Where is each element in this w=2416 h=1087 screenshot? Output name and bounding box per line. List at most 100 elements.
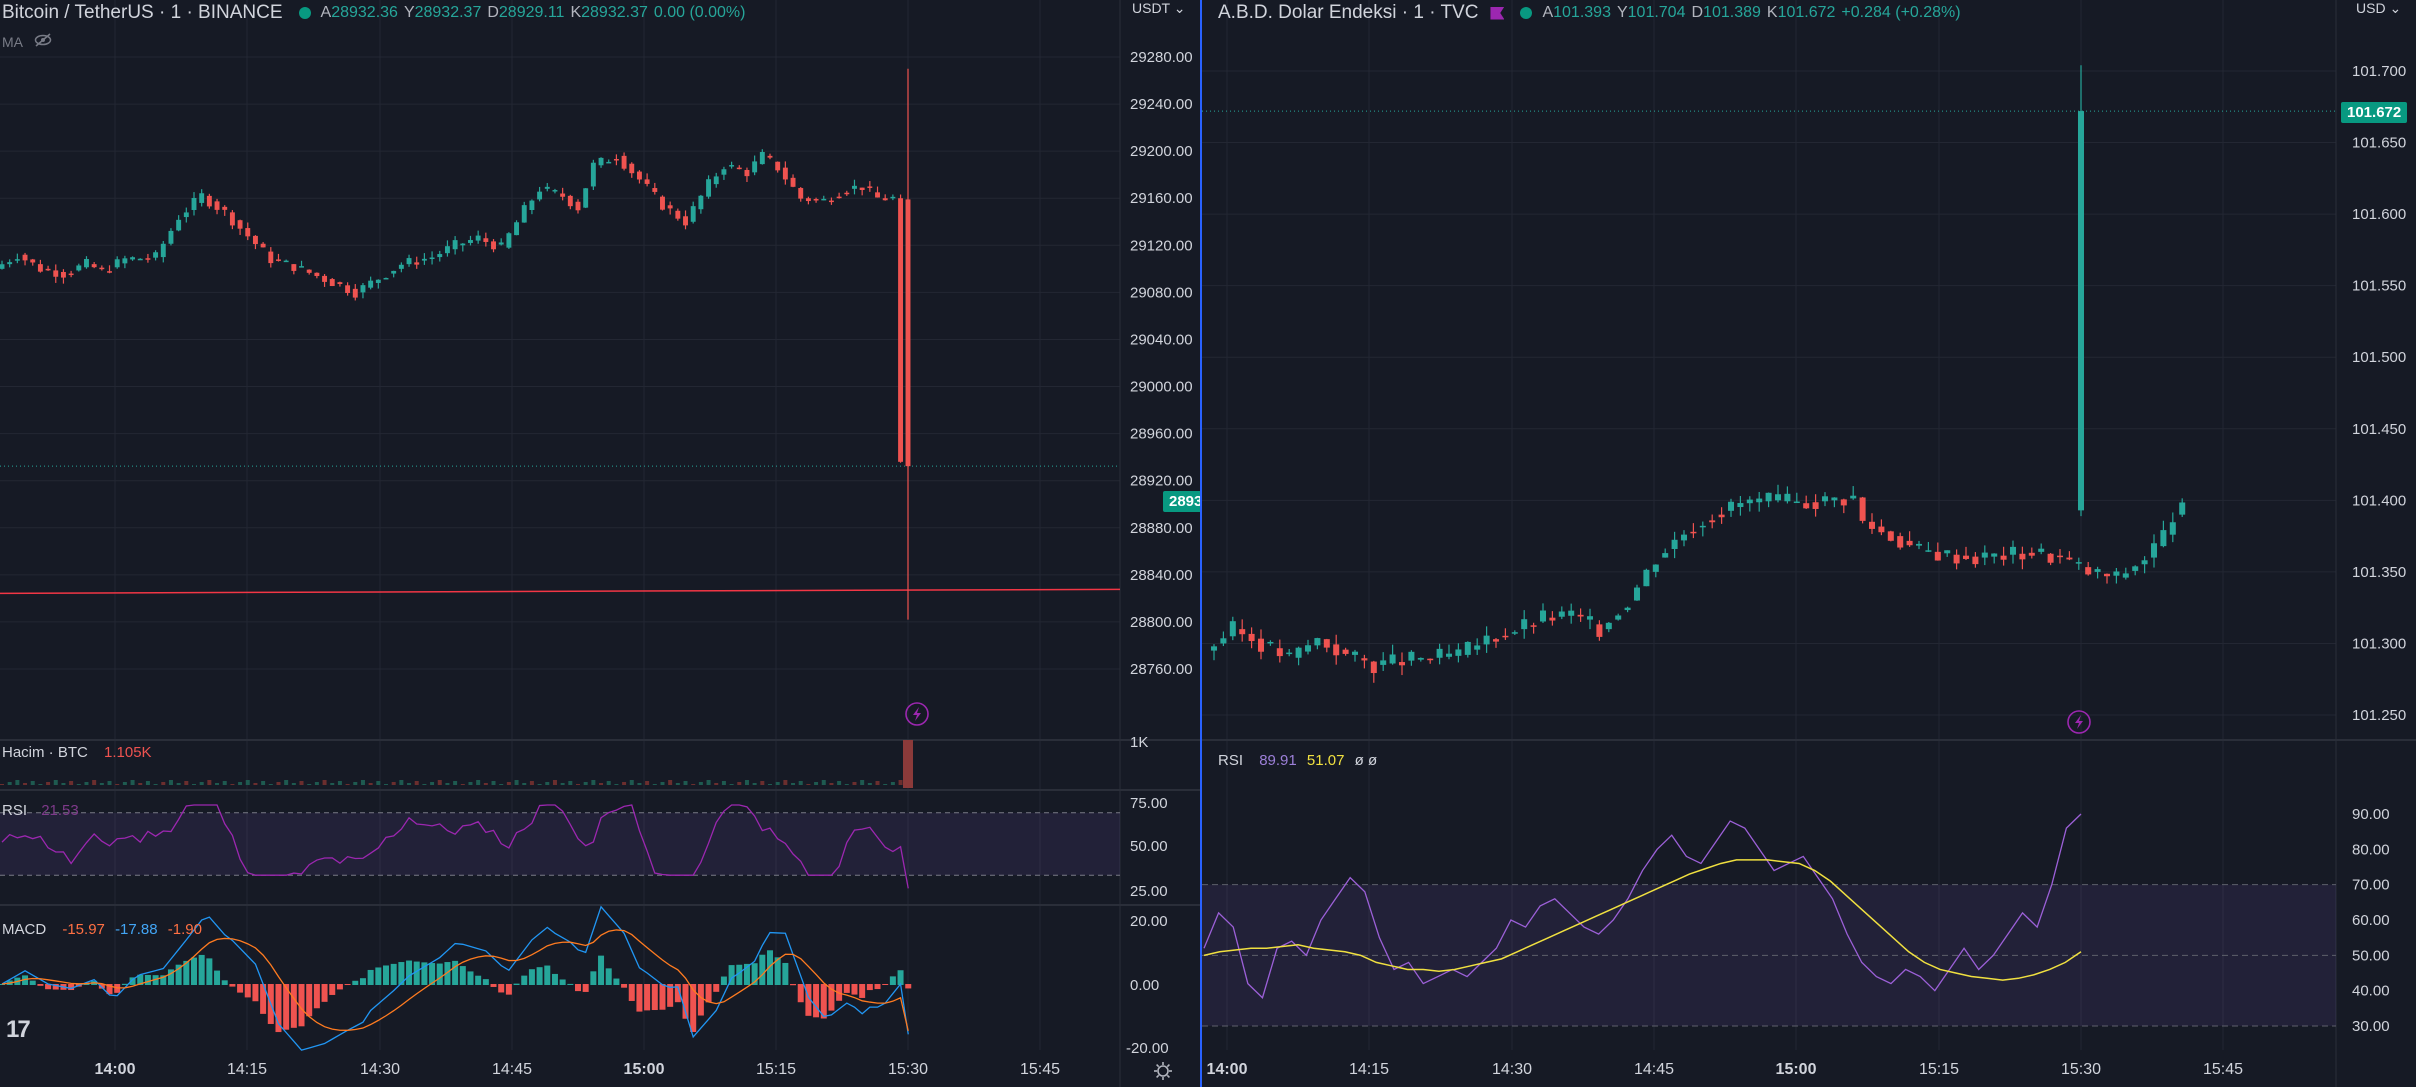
macd-histogram-bar [367, 969, 374, 985]
candle-body [890, 196, 896, 199]
volume-bar [192, 784, 196, 785]
macd-histogram-bar [797, 984, 804, 1003]
dxy-time-tick: 14:15 [1348, 1061, 1390, 1078]
candle-body [698, 195, 704, 210]
candle-body [1991, 553, 1998, 557]
candle-body [775, 161, 781, 171]
dxy-chart-panel[interactable]: 101.250 101.300 101.350 101.400 101.450 101.5… [1202, 0, 2416, 1087]
last-candle-body [2077, 111, 2085, 511]
dxy-time-tick: 15:00 [1775, 1061, 1817, 1078]
macd-histogram-bar [559, 979, 566, 985]
btc-symbol-title[interactable]: Bitcoin / TetherUS · 1 · BINANCE [2, 2, 283, 23]
candle-body [1314, 638, 1321, 646]
candle-body [652, 188, 658, 192]
macd-histogram-bar [590, 971, 597, 985]
candle-body [352, 288, 358, 298]
volume-bar [591, 780, 596, 785]
lightning-event-icon [2067, 710, 2091, 734]
candle-body [1239, 629, 1246, 635]
macd-histogram-bar [191, 957, 197, 985]
candle-body [844, 192, 850, 195]
candle-body [567, 195, 573, 207]
lightning-event-icon [905, 702, 929, 726]
candle-body [2009, 546, 2017, 555]
candle-body [1925, 550, 1932, 552]
macd-histogram-bar [352, 980, 359, 985]
macd-histogram-bar [45, 984, 52, 990]
price-axis-tick: 28880.00 [1130, 520, 1193, 537]
candle-body [1944, 550, 1951, 554]
dxy-time-tick: 14:30 [1491, 1061, 1533, 1078]
volume-bar [483, 783, 488, 785]
candle-body [1972, 556, 1979, 565]
macd-histogram-bar [137, 974, 144, 985]
candle-body [590, 162, 596, 187]
candle-body [1286, 652, 1293, 655]
macd-histogram-bar [313, 984, 320, 1009]
btc-rsi-legend[interactable]: RSI 21.53 [2, 802, 79, 819]
candle-body [2075, 562, 2082, 564]
candle-body [805, 198, 811, 202]
ma-indicator-legend[interactable]: MA [2, 33, 52, 50]
btc-currency-selector[interactable]: USDT ⌄ [1132, 0, 1185, 17]
chevron-down-icon: ⌄ [2389, 0, 2402, 16]
dxy-rsi-label: RSI [1218, 752, 1244, 769]
candle-body [437, 254, 443, 258]
btc-chart-svg[interactable]: 28760.00 28800.00 28840.00 28880.00 28920.00… [0, 0, 1200, 1087]
volume-bar [30, 781, 35, 785]
dxy-symbol-title[interactable]: A.B.D. Dolar Endeksi · 1 · TVC [1218, 2, 1479, 23]
macd-histogram-bar [790, 984, 797, 986]
volume-bar [261, 781, 266, 785]
macd-histogram-bar [905, 984, 912, 989]
candle-body [191, 197, 197, 210]
macd-legend[interactable]: MACD -15.97 -17.88 -1.90 [2, 921, 202, 938]
macd-histogram-bar [490, 984, 497, 987]
candle-body [483, 238, 489, 242]
volume-bar [399, 780, 404, 785]
macd-histogram-bar [659, 984, 666, 1010]
ohlc-open-label: A [320, 4, 332, 21]
macd-axis-0: 0.00 [1130, 977, 1160, 994]
macd-histogram-bar [475, 975, 482, 985]
volume-bar [752, 783, 757, 785]
candle-body [322, 275, 328, 282]
volume-bar [53, 780, 58, 785]
candle-body [1605, 622, 1612, 630]
macd-histogram-bar [183, 960, 190, 985]
candle-body [1398, 662, 1406, 666]
tradingview-logo[interactable]: 17 [6, 1016, 31, 1043]
volume-bar [883, 784, 888, 785]
candle-body [1850, 495, 1857, 499]
ohlc-high-label: Y [403, 4, 415, 21]
eye-hidden-icon[interactable] [34, 33, 52, 50]
dxy-currency-selector[interactable]: USD ⌄ [2356, 0, 2401, 17]
macd-histogram-bar [121, 983, 128, 985]
volume-bar [322, 780, 327, 785]
candle-body [398, 264, 404, 269]
candle-body [1690, 531, 1697, 534]
volume-bar [514, 780, 519, 785]
macd-histogram-bar [813, 984, 820, 1018]
candle-body [2103, 573, 2111, 577]
candle-body [1718, 514, 1725, 518]
price-axis-tick: 28760.00 [1130, 661, 1193, 678]
candle-body [667, 205, 673, 209]
macd-histogram-bar [22, 975, 29, 985]
macd-histogram-bar [544, 965, 551, 985]
btc-chart-panel[interactable]: 28760.00 28800.00 28840.00 28880.00 28920.00… [0, 0, 1200, 1087]
flag-icon[interactable] [1490, 6, 1505, 20]
volume-bar [299, 781, 304, 785]
volume-bar [330, 783, 335, 785]
candle-body [360, 285, 366, 293]
dxy-rsi-legend[interactable]: RSI 89.91 51.07 ø ø [1218, 752, 1377, 769]
ohlc-change-value: 0.00 (0.00%) [653, 4, 746, 21]
volume-bar [652, 784, 657, 785]
settings-gear-icon[interactable] [1153, 1061, 1173, 1081]
macd-histogram-bar [482, 979, 489, 985]
candle-body [1333, 644, 1340, 656]
macd-histogram-bar [889, 976, 896, 985]
volume-legend[interactable]: Hacim · BTC 1.105K [2, 744, 152, 761]
candle-body [406, 258, 412, 265]
dxy-chart-svg[interactable]: 101.250 101.300 101.350 101.400 101.450 101.5… [1202, 0, 2416, 1087]
panel-divider[interactable] [1200, 0, 1202, 1087]
